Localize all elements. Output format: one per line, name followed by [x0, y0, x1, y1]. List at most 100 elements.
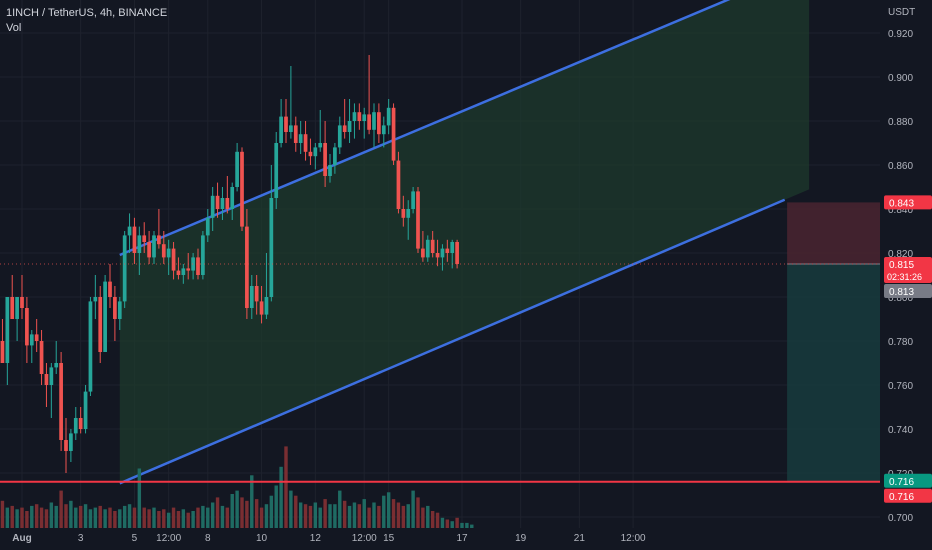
price-tick-label: 0.800 [888, 293, 913, 304]
candle-body-65 [318, 143, 323, 148]
candle-body-67 [328, 165, 332, 176]
volume-bar-29 [142, 507, 146, 528]
volume-bar-77 [377, 505, 381, 528]
volume-bar-94 [460, 522, 464, 528]
volume-bar-41 [201, 505, 205, 528]
candle-body-91 [445, 248, 450, 253]
candle-body-88 [430, 239, 435, 253]
volume-bar-60 [294, 495, 298, 528]
target-price-label-box [884, 473, 932, 488]
price-tick-label: 0.700 [888, 513, 913, 524]
volume-bar-0 [0, 500, 5, 528]
volume-bar-66 [323, 499, 327, 528]
volume-bar-36 [176, 511, 181, 528]
candle-body-54 [264, 297, 269, 315]
candle-body-9 [44, 374, 49, 385]
candle-body-8 [39, 341, 44, 374]
time-axis-background [0, 528, 932, 550]
candle-body-84 [411, 191, 415, 209]
candle-body-61 [298, 134, 303, 143]
volume-bar-48 [235, 490, 239, 528]
volume-bar-95 [465, 522, 469, 528]
candle-body-78 [381, 125, 386, 135]
candle-body-40 [196, 257, 200, 275]
volume-bar-6 [30, 505, 34, 528]
volume-bar-11 [54, 505, 58, 528]
time-tick-label: 10 [256, 533, 268, 544]
bar-countdown: 02:31:26 [887, 272, 922, 282]
time-tick-label: 12:00 [352, 533, 377, 544]
support-price-label: 0.716 [889, 492, 914, 503]
candle-body-69 [337, 125, 342, 148]
candle-body-21 [103, 281, 107, 352]
volume-bar-1 [5, 507, 10, 528]
candle-body-83 [406, 209, 411, 218]
volume-bar-16 [78, 505, 83, 528]
candle-body-27 [132, 226, 137, 253]
candle-body-10 [49, 367, 54, 385]
volume-bar-3 [15, 509, 19, 528]
volume-indicator-label[interactable]: Vol [6, 22, 22, 34]
candle-body-30 [147, 242, 151, 258]
volume-bar-35 [171, 507, 176, 528]
candle-body-39 [191, 257, 195, 271]
parallel-channel[interactable] [119, 0, 810, 485]
price-tick-label: 0.840 [888, 205, 913, 216]
volume-bar-75 [367, 507, 371, 528]
volume-bar-73 [357, 504, 362, 528]
channel-lower-line [119, 198, 786, 485]
volume-bar-71 [347, 505, 352, 528]
candle-body-17 [83, 391, 88, 429]
volume-bar-65 [318, 507, 322, 528]
entry-price-label: 0.813 [889, 287, 914, 298]
candle-body-52 [254, 286, 259, 302]
time-tick-label: 15 [383, 533, 395, 544]
volume-bar-30 [147, 509, 151, 528]
time-tick-label: 3 [78, 533, 84, 544]
candle-body-81 [396, 160, 401, 209]
candle-body-80 [391, 107, 396, 161]
volume-bar-45 [220, 505, 225, 528]
candle-body-89 [435, 253, 440, 258]
candle-body-70 [342, 125, 347, 132]
candle-body-66 [323, 143, 327, 176]
volume-bar-51 [250, 475, 254, 528]
volume-bar-55 [269, 495, 274, 528]
candle-body-77 [377, 112, 381, 135]
volume-bar-12 [59, 490, 63, 528]
volume-bar-52 [254, 499, 259, 528]
candle-body-38 [186, 268, 191, 271]
candle-body-71 [347, 121, 352, 132]
volume-bar-2 [10, 505, 14, 528]
volume-bar-49 [240, 497, 244, 528]
volume-bar-80 [391, 499, 396, 528]
time-axis[interactable]: Aug 3 5 12:00 8 10 12 12:00 15 17 19 21 12:00 [0, 528, 932, 550]
volume-bar-79 [386, 492, 391, 528]
horizontal-lines[interactable] [0, 263, 880, 483]
candle-body-4 [20, 297, 24, 308]
candle-body-79 [386, 107, 391, 126]
volume-bar-59 [289, 490, 293, 528]
candle-body-50 [245, 226, 249, 308]
volume-bar-7 [34, 504, 39, 528]
target-price-label: 0.716 [889, 477, 914, 488]
volume-bar-56 [274, 485, 278, 528]
volume-bar-86 [421, 507, 425, 528]
candle-body-62 [303, 134, 308, 152]
volume-bar-10 [49, 502, 54, 528]
volume-bars [0, 446, 474, 528]
volume-bar-21 [103, 509, 107, 528]
candle-body-14 [69, 433, 73, 451]
volume-bar-54 [264, 504, 269, 528]
symbol-title[interactable]: 1INCH / TetherUS, 4h, BINANCE [6, 7, 168, 19]
candle-body-76 [372, 112, 376, 130]
candle-body-11 [54, 363, 59, 368]
support-price-label-box [884, 488, 932, 503]
volume-bar-22 [108, 507, 112, 528]
candle-body-57 [279, 116, 283, 143]
candle-body-59 [289, 125, 293, 132]
last-price-label-box [884, 257, 932, 283]
candle-body-85 [416, 191, 420, 249]
